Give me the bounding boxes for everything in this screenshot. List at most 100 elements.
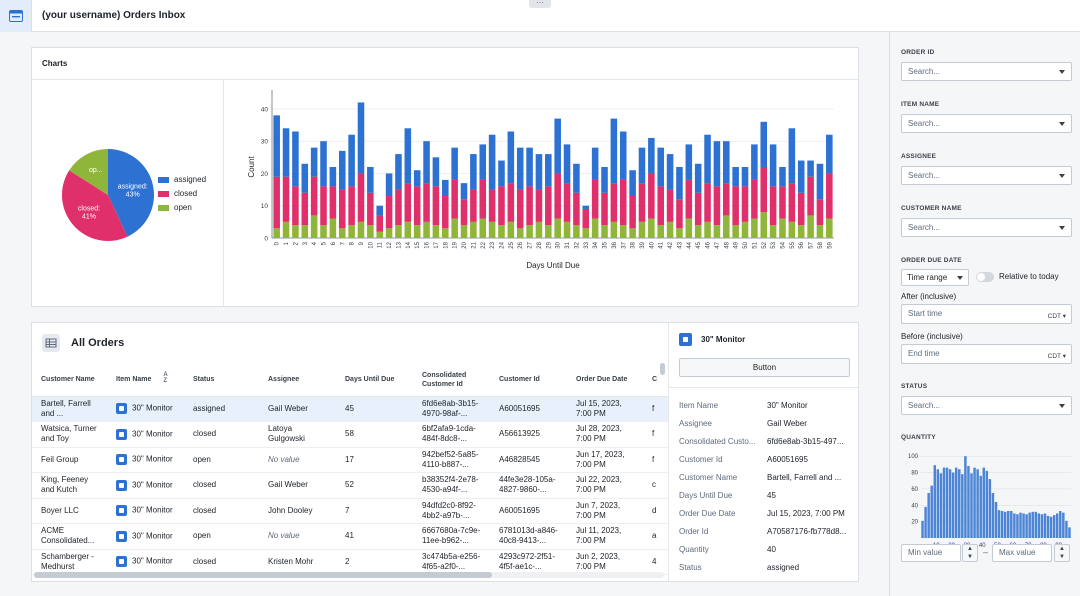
bar-segment-closed[interactable]: [723, 183, 730, 216]
bar-segment-closed[interactable]: [601, 192, 608, 226]
bar-segment-assigned[interactable]: [760, 121, 768, 167]
histogram-bar[interactable]: [997, 510, 1001, 538]
col-header-consolidated-customer-id[interactable]: Consolidated Customer Id: [413, 364, 490, 397]
histogram-bar[interactable]: [1000, 511, 1004, 538]
timezone-select[interactable]: CDT ▾: [1047, 313, 1066, 320]
bar-segment-assigned[interactable]: [666, 154, 674, 190]
histogram-bar[interactable]: [933, 465, 937, 538]
bar-segment-closed[interactable]: [460, 199, 468, 226]
bar-segment-open[interactable]: [488, 221, 496, 238]
histogram-bar[interactable]: [958, 469, 961, 538]
bar-segment-open[interactable]: [498, 225, 505, 238]
bar-segment-assigned[interactable]: [292, 131, 299, 187]
bar-segment-assigned[interactable]: [610, 118, 618, 184]
bar-segment-open[interactable]: [301, 225, 309, 238]
histogram-bar[interactable]: [961, 474, 964, 538]
bar-segment-closed[interactable]: [338, 189, 346, 229]
bar-segment-assigned[interactable]: [488, 134, 496, 190]
bar-segment-closed[interactable]: [629, 196, 636, 229]
histogram-bar[interactable]: [951, 472, 955, 538]
bar-segment-assigned[interactable]: [367, 167, 374, 193]
bar-segment-assigned[interactable]: [573, 163, 580, 193]
bar-segment-assigned[interactable]: [273, 115, 280, 177]
bar-segment-closed[interactable]: [348, 186, 355, 226]
bar-segment-open[interactable]: [432, 225, 440, 238]
bar-segment-open[interactable]: [310, 215, 318, 238]
bar-segment-assigned[interactable]: [385, 173, 393, 197]
bar-segment-closed[interactable]: [273, 176, 280, 229]
bar-segment-assigned[interactable]: [563, 144, 571, 184]
customer-name-search[interactable]: Search...: [901, 218, 1072, 237]
bar-segment-assigned[interactable]: [301, 163, 309, 193]
histogram-bar[interactable]: [994, 502, 998, 538]
bar-segment-assigned[interactable]: [329, 167, 337, 187]
bar-segment-assigned[interactable]: [413, 170, 421, 187]
table-vertical-scrollbar[interactable]: [660, 363, 666, 575]
col-header-order-due-date[interactable]: Order Due Date: [567, 364, 643, 397]
bar-segment-closed[interactable]: [329, 186, 337, 219]
bar-segment-assigned[interactable]: [704, 134, 711, 184]
bar-segment-open[interactable]: [357, 221, 365, 238]
time-range-select[interactable]: Time range: [901, 269, 969, 286]
col-header-status[interactable]: Status: [184, 364, 259, 397]
bar-segment-assigned[interactable]: [432, 157, 440, 187]
min-value-input[interactable]: Min value: [901, 544, 961, 562]
bar-segment-closed[interactable]: [751, 179, 758, 219]
bar-segment-open[interactable]: [338, 228, 346, 238]
bar-segment-assigned[interactable]: [282, 128, 290, 177]
bar-segment-closed[interactable]: [301, 192, 309, 226]
detail-action-button[interactable]: Button: [679, 358, 850, 377]
bar-segment-closed[interactable]: [526, 186, 533, 226]
histogram-bar[interactable]: [939, 473, 943, 538]
bar-segment-assigned[interactable]: [797, 160, 805, 193]
histogram-bar[interactable]: [988, 479, 992, 538]
app-icon[interactable]: [0, 0, 32, 32]
histogram-bar[interactable]: [1037, 513, 1041, 538]
histogram-bar[interactable]: [967, 466, 970, 538]
histogram-bar[interactable]: [985, 470, 989, 538]
table-row[interactable]: Watsica, Turner and Toy 30" Monitor closed…: [32, 421, 668, 448]
bar-segment-closed[interactable]: [638, 183, 646, 222]
bar-segment-open[interactable]: [470, 221, 477, 238]
order-id-search[interactable]: Search...: [901, 62, 1072, 81]
bar-segment-closed[interactable]: [657, 186, 664, 226]
bar-segment-closed[interactable]: [826, 173, 833, 219]
bar-segment-closed[interactable]: [563, 183, 571, 222]
bar-segment-assigned[interactable]: [320, 141, 327, 187]
bar-segment-closed[interactable]: [535, 189, 543, 222]
bar-segment-open[interactable]: [395, 225, 402, 238]
bar-segment-open[interactable]: [282, 221, 290, 238]
bar-segment-closed[interactable]: [479, 179, 487, 219]
bar-segment-open[interactable]: [329, 218, 337, 238]
bar-segment-open[interactable]: [657, 225, 664, 238]
histogram-bar[interactable]: [1034, 511, 1038, 538]
bar-segment-closed[interactable]: [442, 196, 449, 229]
bar-segment-assigned[interactable]: [601, 167, 608, 193]
bar-segment-assigned[interactable]: [404, 128, 412, 184]
bar-segment-open[interactable]: [516, 228, 524, 238]
bar-segment-open[interactable]: [648, 218, 655, 238]
bar-segment-open[interactable]: [751, 218, 758, 238]
histogram-bar[interactable]: [1016, 514, 1019, 538]
bar-segment-open[interactable]: [376, 231, 383, 238]
table-row[interactable]: Schamberger - Medhurst 30" Monitor closed K…: [32, 549, 668, 575]
bar-segment-open[interactable]: [685, 218, 693, 238]
bar-segment-assigned[interactable]: [460, 183, 468, 200]
bar-segment-closed[interactable]: [704, 183, 711, 222]
bar-segment-assigned[interactable]: [685, 144, 693, 180]
bar-segment-assigned[interactable]: [479, 144, 487, 180]
bar-segment-closed[interactable]: [357, 173, 365, 222]
bar-segment-open[interactable]: [723, 215, 730, 238]
histogram-bar[interactable]: [970, 473, 973, 538]
bar-segment-open[interactable]: [573, 225, 580, 238]
bar-segment-assigned[interactable]: [423, 141, 430, 184]
bar-segment-open[interactable]: [554, 218, 561, 238]
bar-segment-open[interactable]: [826, 218, 833, 238]
histogram-bar[interactable]: [1007, 511, 1010, 538]
table-horizontal-scrollbar[interactable]: [34, 572, 664, 578]
bar-segment-closed[interactable]: [619, 179, 627, 226]
pie-slice-open[interactable]: [69, 149, 108, 195]
bar-segment-assigned[interactable]: [648, 137, 655, 174]
bar-segment-assigned[interactable]: [535, 154, 543, 190]
bar-segment-closed[interactable]: [797, 192, 805, 226]
